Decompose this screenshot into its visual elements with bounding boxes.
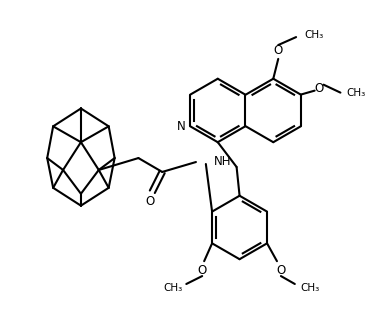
Text: CH₃: CH₃ [301, 283, 320, 293]
Text: NH: NH [214, 154, 231, 168]
Text: O: O [276, 264, 285, 277]
Text: CH₃: CH₃ [163, 283, 182, 293]
Text: O: O [314, 82, 323, 95]
Text: CH₃: CH₃ [346, 87, 366, 98]
Text: CH₃: CH₃ [304, 30, 323, 40]
Text: N: N [177, 120, 186, 133]
Text: O: O [274, 45, 283, 57]
Text: O: O [198, 264, 207, 277]
Text: O: O [146, 195, 155, 208]
